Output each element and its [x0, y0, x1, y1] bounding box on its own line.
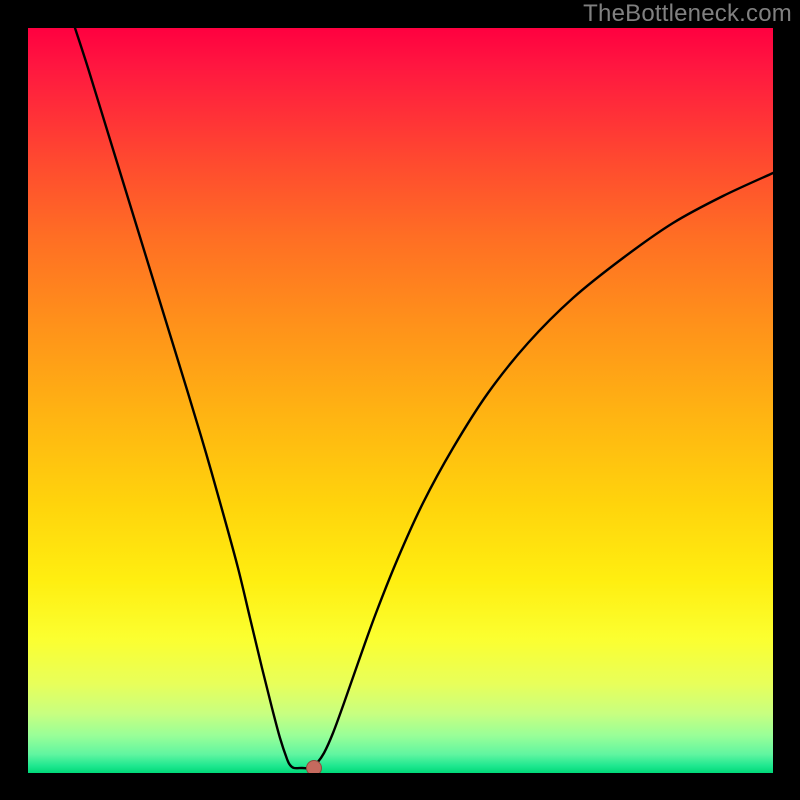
watermark-text: TheBottleneck.com [583, 0, 792, 28]
plot-area [28, 28, 773, 773]
bottleneck-curve [75, 28, 773, 768]
curve-svg [28, 28, 773, 773]
optimum-marker [306, 760, 322, 773]
